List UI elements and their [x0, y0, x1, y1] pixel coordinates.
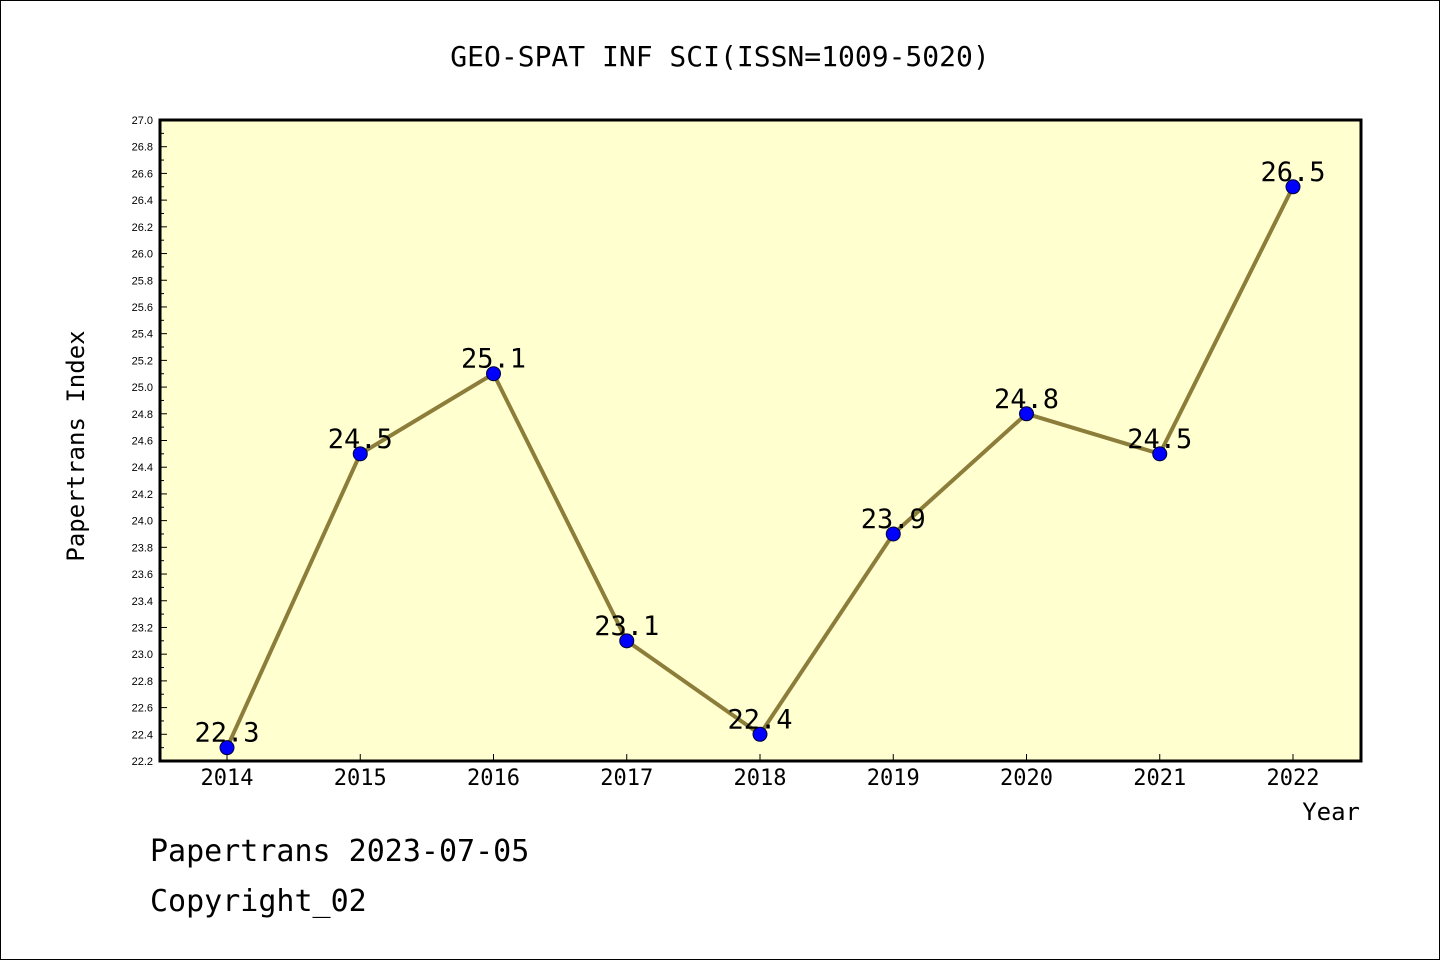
y-axis-label: Papertrans Index — [62, 330, 90, 561]
y-tick-label: 25.2 — [132, 355, 153, 367]
y-tick-label: 22.2 — [132, 756, 153, 768]
footer-copyright-line: Copyright_02 — [150, 884, 367, 919]
footer-date-line: Papertrans 2023-07-05 — [150, 834, 530, 869]
x-tick-label: 2018 — [734, 766, 787, 791]
y-tick-label: 23.2 — [132, 622, 153, 634]
y-tick-label: 23.0 — [132, 649, 153, 661]
y-tick-label: 24.2 — [132, 489, 153, 501]
y-tick-label: 24.8 — [132, 409, 153, 421]
y-tick-label: 26.2 — [132, 222, 153, 234]
data-label: 25.1 — [461, 344, 526, 375]
data-point — [1019, 406, 1034, 422]
y-tick-label: 23.8 — [132, 542, 153, 554]
y-tick-label: 22.4 — [132, 729, 153, 741]
y-tick-label: 27.0 — [132, 115, 153, 127]
data-point — [885, 526, 901, 542]
y-tick-label: 25.8 — [132, 275, 153, 287]
plot-area — [160, 120, 1361, 761]
y-tick-label: 22.8 — [132, 676, 153, 688]
y-tick-label: 26.4 — [132, 195, 153, 207]
y-tick-label: 25.0 — [132, 382, 153, 394]
data-labels: 22.3 24.5 25.1 23.1 22.4 23.9 24.8 24.5 26.5 — [194, 157, 1325, 749]
x-tick-label: 2020 — [1000, 766, 1053, 791]
data-point — [752, 726, 768, 742]
y-tick-label: 22.6 — [132, 703, 153, 715]
y-tick-label: 24.6 — [132, 436, 153, 448]
x-tick-label: 2021 — [1133, 766, 1186, 791]
y-tick-label: 23.4 — [132, 596, 153, 608]
data-label: 24.5 — [1127, 424, 1192, 455]
data-label: 23.9 — [861, 504, 926, 535]
y-tick-label: 26.6 — [132, 168, 153, 180]
x-tick-label: 2015 — [334, 766, 387, 791]
data-point — [1285, 179, 1301, 195]
data-label: 22.4 — [727, 704, 792, 735]
y-tick-label: 26.8 — [132, 142, 153, 154]
chart-title: GEO-SPAT INF SCI(ISSN=1009-5020) — [450, 40, 989, 73]
plot-border — [158, 118, 1363, 763]
x-axis-ticks: 2014 2015 2016 2017 2018 2019 2020 2021 2022 — [201, 754, 1320, 791]
data-markers — [219, 179, 1301, 756]
data-point — [619, 633, 635, 649]
data-label: 26.5 — [1260, 157, 1325, 188]
y-tick-label: 25.6 — [132, 302, 153, 314]
data-point — [219, 740, 235, 756]
y-tick-label: 24.4 — [132, 462, 153, 474]
data-point — [486, 366, 501, 382]
data-label: 24.8 — [994, 384, 1059, 415]
y-tick-label: 25.4 — [132, 329, 153, 341]
y-tick-label: 26.0 — [132, 249, 153, 261]
data-point — [1152, 446, 1168, 462]
data-point — [352, 446, 368, 462]
x-axis-label: Year — [1302, 798, 1360, 826]
data-label: 24.5 — [328, 424, 393, 455]
x-tick-label: 2016 — [467, 766, 520, 791]
y-axis-ticks: 22.2 22.4 22.6 22.8 23.0 23.2 23.4 23.6 23.8 24.0… — [132, 115, 167, 768]
x-tick-label: 2019 — [867, 766, 920, 791]
x-tick-label: 2014 — [201, 766, 254, 791]
y-tick-label: 23.6 — [132, 569, 153, 581]
data-label: 23.1 — [594, 611, 659, 642]
data-label: 22.3 — [194, 718, 259, 749]
x-tick-label: 2017 — [600, 766, 653, 791]
y-tick-label: 24.0 — [132, 516, 153, 528]
x-tick-label: 2022 — [1267, 766, 1320, 791]
